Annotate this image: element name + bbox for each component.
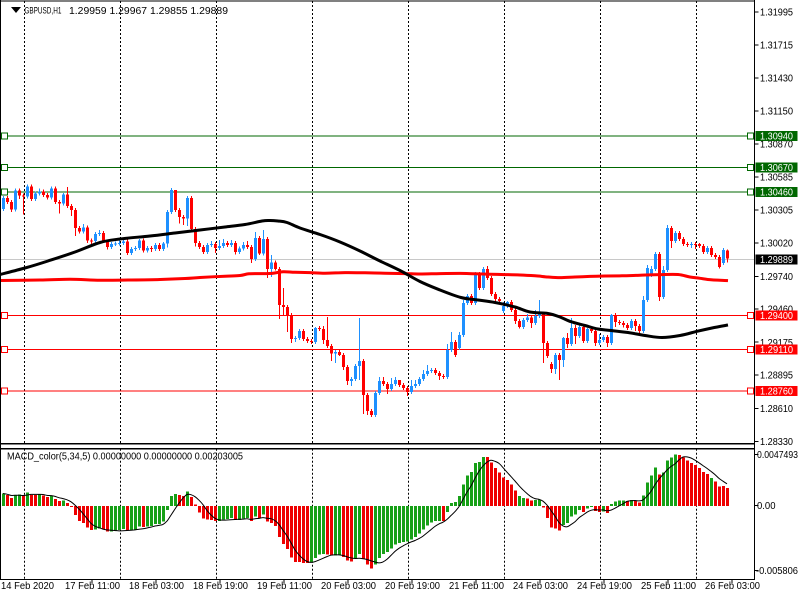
svg-text:1.28760: 1.28760 — [760, 387, 793, 398]
svg-text:1.29400: 1.29400 — [760, 311, 793, 322]
svg-text:1.30305: 1.30305 — [760, 205, 793, 216]
svg-text:26 Feb 03:00: 26 Feb 03:00 — [705, 581, 760, 592]
svg-text:0.00: 0.00 — [757, 501, 776, 512]
svg-text:1.30585: 1.30585 — [760, 172, 793, 183]
svg-text:1.28610: 1.28610 — [760, 404, 793, 415]
svg-text:24 Feb 03:00: 24 Feb 03:00 — [513, 581, 568, 592]
svg-text:1.29740: 1.29740 — [760, 272, 793, 283]
svg-text:1.29110: 1.29110 — [760, 345, 793, 356]
svg-text:GBPUSD,H1: GBPUSD,H1 — [24, 6, 61, 16]
svg-text:1.30870: 1.30870 — [760, 139, 793, 150]
svg-text:21 Feb 11:00: 21 Feb 11:00 — [449, 581, 504, 592]
svg-text:1.31715: 1.31715 — [760, 41, 793, 52]
svg-text:-0.005806: -0.005806 — [756, 566, 798, 577]
svg-text:1.28330: 1.28330 — [760, 437, 793, 448]
svg-text:0.0047493: 0.0047493 — [757, 450, 798, 461]
svg-text:1.29175: 1.29175 — [760, 338, 793, 349]
svg-text:25 Feb 11:00: 25 Feb 11:00 — [641, 581, 696, 592]
svg-text:1.30670: 1.30670 — [760, 163, 793, 174]
svg-text:24 Feb 19:00: 24 Feb 19:00 — [577, 581, 632, 592]
svg-text:MACD_color(5,34,5) 0.00000000: MACD_color(5,34,5) 0.00000000 0.00000000… — [7, 451, 243, 463]
svg-text:20 Feb 19:00: 20 Feb 19:00 — [385, 581, 440, 592]
svg-text:18 Feb 19:00: 18 Feb 19:00 — [193, 581, 248, 592]
svg-text:1.30940: 1.30940 — [760, 132, 793, 143]
svg-text:1.28895: 1.28895 — [760, 371, 793, 382]
svg-text:1.29959 1.29967 1.29855 1.2988: 1.29959 1.29967 1.29855 1.29889 — [69, 6, 228, 17]
svg-text:20 Feb 03:00: 20 Feb 03:00 — [321, 581, 376, 592]
svg-text:1.31430: 1.31430 — [760, 74, 793, 85]
svg-text:19 Feb 11:00: 19 Feb 11:00 — [257, 581, 312, 592]
svg-text:1.30460: 1.30460 — [760, 188, 793, 199]
svg-text:1.31150: 1.31150 — [760, 107, 793, 118]
svg-text:14 Feb 2020: 14 Feb 2020 — [1, 581, 54, 592]
svg-text:1.29889: 1.29889 — [760, 255, 793, 266]
svg-text:1.30020: 1.30020 — [760, 239, 793, 250]
svg-text:17 Feb 11:00: 17 Feb 11:00 — [65, 581, 120, 592]
svg-text:1.29460: 1.29460 — [760, 305, 793, 316]
svg-text:18 Feb 03:00: 18 Feb 03:00 — [129, 581, 184, 592]
svg-text:1.31995: 1.31995 — [760, 8, 793, 19]
